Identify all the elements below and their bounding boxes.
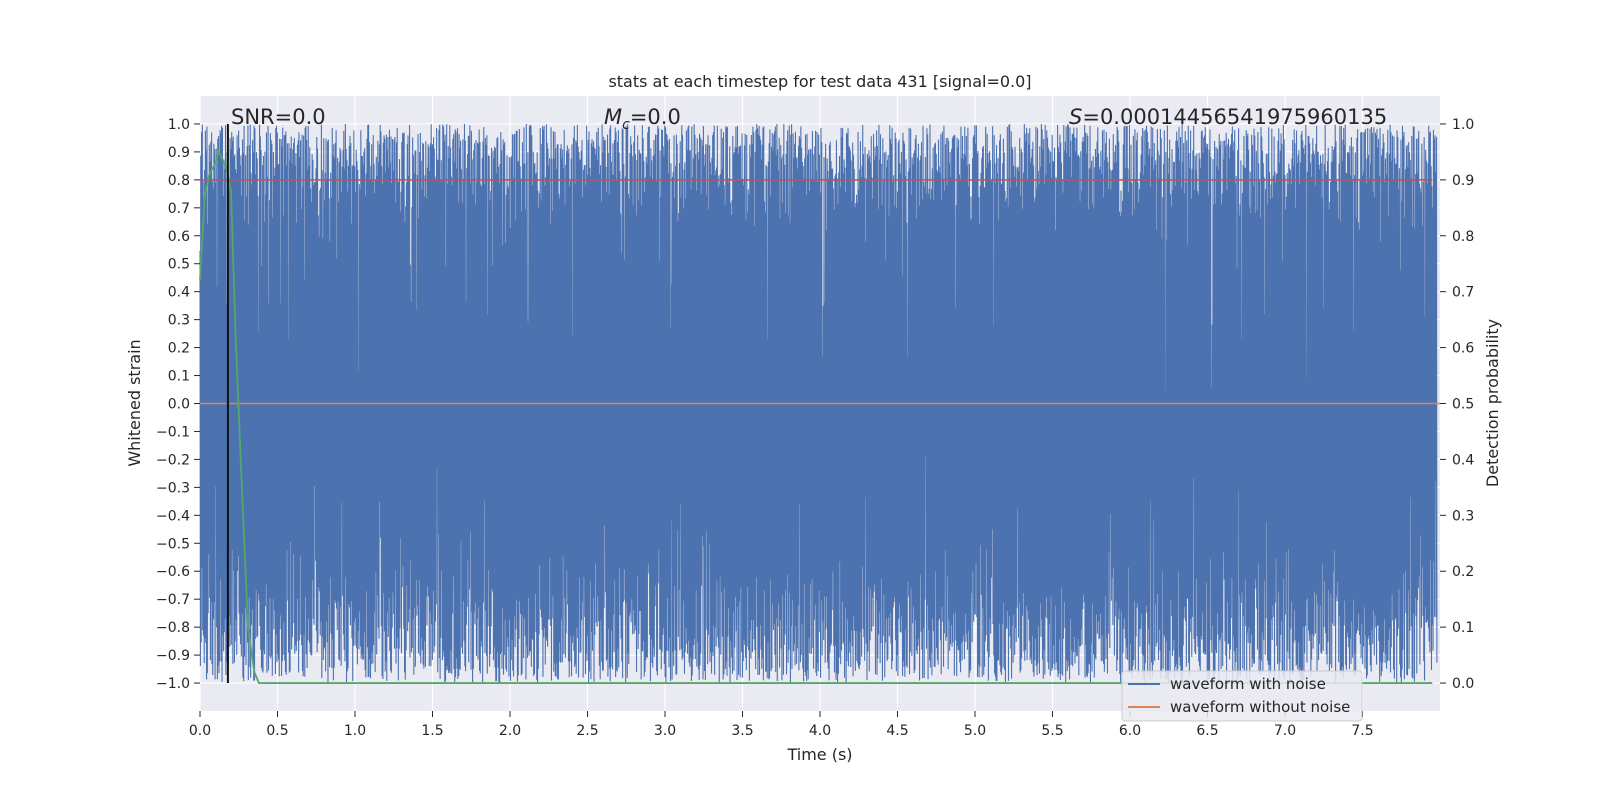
x-axis: 0.0 0.5 1.0 1.5 2.0 2.5 3.0 3.5 4.0 4.5 5.0 5.5 6.0 6… <box>189 711 1374 739</box>
right-y-axis: 0.0 0.1 0.2 0.3 0.4 0.5 0.6 0.7 0.8 0.9 1.0 <box>1440 117 1474 692</box>
y-tick-label-4: 0.6 <box>168 229 190 245</box>
y-tick-label-15: −0.5 <box>156 536 190 552</box>
y-tick-label-19: −0.9 <box>156 648 190 664</box>
x-tick-label-8: 4.0 <box>809 723 831 739</box>
y-tick-label-11: −0.1 <box>156 424 190 440</box>
y-tick-label-8: 0.2 <box>168 341 190 357</box>
y-tick-label-12: −0.2 <box>156 452 190 468</box>
y2-tick-label-0: 0.0 <box>1452 676 1474 692</box>
x-tick-label-5: 2.5 <box>576 723 598 739</box>
x-tick-label-13: 6.5 <box>1196 723 1218 739</box>
y-tick-label-16: −0.6 <box>156 564 190 580</box>
x-tick-label-4: 2.0 <box>499 723 521 739</box>
y2-tick-label-7: 0.7 <box>1452 285 1474 301</box>
y-tick-label-18: −0.8 <box>156 620 190 636</box>
y-tick-label-13: −0.3 <box>156 480 190 496</box>
x-tick-label-9: 4.5 <box>886 723 908 739</box>
y2-tick-label-6: 0.6 <box>1452 341 1474 357</box>
y2-tick-label-1: 0.1 <box>1452 620 1474 636</box>
y-tick-label-1: 0.9 <box>168 145 190 161</box>
legend-label-noise: waveform with noise <box>1170 675 1326 693</box>
y2-tick-label-10: 1.0 <box>1452 117 1474 133</box>
y-tick-label-9: 0.1 <box>168 369 190 385</box>
x-axis-label: Time (s) <box>786 745 852 764</box>
x-tick-label-14: 7.0 <box>1274 723 1296 739</box>
x-tick-label-6: 3.0 <box>654 723 676 739</box>
y2-tick-label-9: 0.9 <box>1452 173 1474 189</box>
y-axis-label: Whitened strain <box>125 339 144 466</box>
y-tick-label-14: −0.4 <box>156 508 190 524</box>
x-tick-label-12: 6.0 <box>1119 723 1141 739</box>
legend-label-clean: waveform without noise <box>1170 698 1350 716</box>
mc-subscript: c <box>622 117 630 133</box>
mc-symbol: M <box>604 105 622 129</box>
y2-axis-label: Detection probability <box>1483 319 1502 487</box>
mc-annotation: Mc=0.0 <box>604 105 681 133</box>
y2-tick-label-2: 0.2 <box>1452 564 1474 580</box>
chart-title: stats at each timestep for test data 431… <box>608 72 1031 91</box>
x-tick-label-7: 3.5 <box>731 723 753 739</box>
y-tick-label-20: −1.0 <box>156 676 190 692</box>
x-tick-label-11: 5.5 <box>1041 723 1063 739</box>
y-tick-label-2: 0.8 <box>168 173 190 189</box>
y2-tick-label-8: 0.8 <box>1452 229 1474 245</box>
x-tick-label-15: 7.5 <box>1351 723 1373 739</box>
legend: waveform with noise waveform without noi… <box>1121 670 1363 722</box>
x-tick-label-10: 5.0 <box>964 723 986 739</box>
y2-tick-label-4: 0.4 <box>1452 452 1474 468</box>
y-tick-label-0: 1.0 <box>168 117 190 133</box>
y2-tick-label-5: 0.5 <box>1452 397 1474 413</box>
snr-annotation: SNR=0.0 <box>231 105 326 129</box>
plot-area <box>199 123 1440 684</box>
y-tick-label-17: −0.7 <box>156 592 190 608</box>
x-tick-label-3: 1.5 <box>421 723 443 739</box>
y-tick-label-7: 0.3 <box>168 313 190 329</box>
x-tick-label-2: 1.0 <box>344 723 366 739</box>
s-value: =0.00014456541975960135 <box>1082 105 1387 129</box>
legend-box <box>1121 670 1363 722</box>
y-tick-label-5: 0.5 <box>168 257 190 273</box>
x-tick-label-0: 0.0 <box>189 723 211 739</box>
s-symbol: S <box>1069 105 1082 129</box>
y-tick-label-3: 0.7 <box>168 201 190 217</box>
left-y-axis: 1.0 0.9 0.8 0.7 0.6 0.5 0.4 0.3 0.2 0.1 0.0 −0.1 −0.… <box>156 117 200 692</box>
mc-value: =0.0 <box>630 105 681 129</box>
x-tick-label-1: 0.5 <box>266 723 288 739</box>
y-tick-label-10: 0.0 <box>168 397 190 413</box>
s-annotation: S=0.00014456541975960135 <box>1069 105 1387 129</box>
series-detection-probability <box>199 149 1433 684</box>
y2-tick-label-3: 0.3 <box>1452 508 1474 524</box>
y-tick-label-6: 0.4 <box>168 285 190 301</box>
